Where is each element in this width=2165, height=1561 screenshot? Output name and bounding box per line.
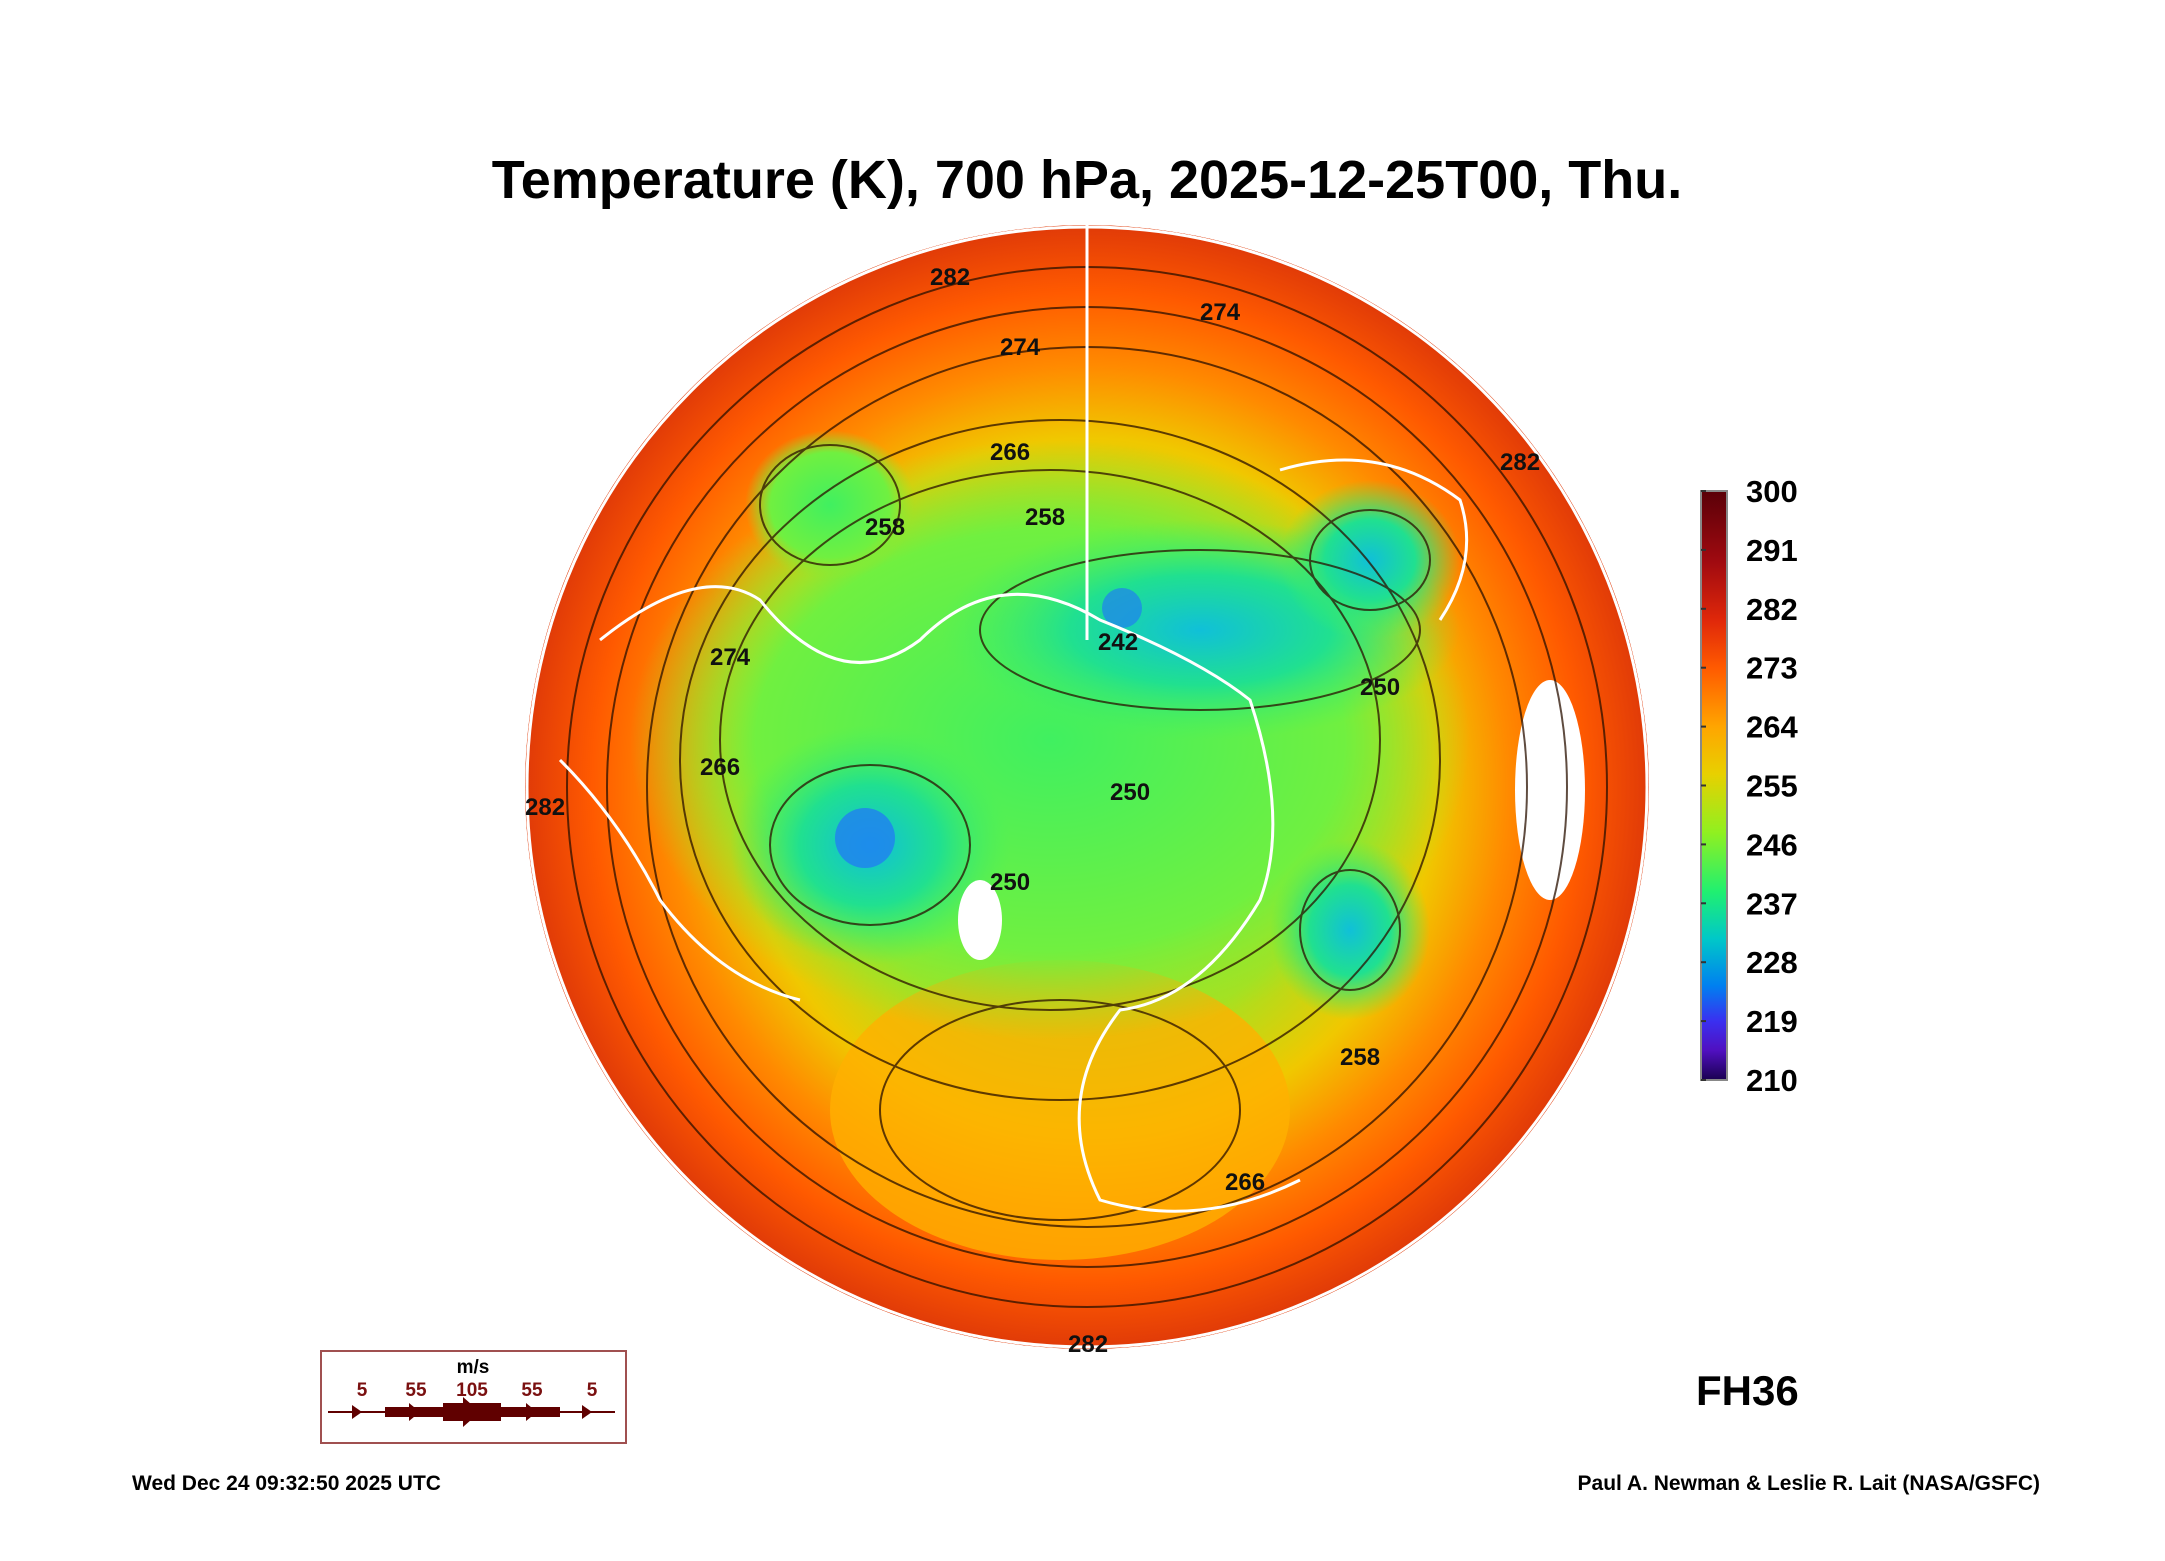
contour-label: 282: [525, 794, 565, 821]
colorbar-tick-label: 291: [1746, 533, 1798, 568]
forecast-hour: FH36: [1696, 1367, 1799, 1414]
contour-label: 250: [990, 869, 1030, 896]
contour-labels: 282 274 274 266 258 258 250 242 250 266 …: [525, 264, 1540, 1358]
contour-label: 274: [1000, 334, 1041, 361]
colorbar-tick-label: 210: [1746, 1063, 1798, 1098]
colorbar-tick-label: 282: [1746, 592, 1798, 627]
wind-legend-label: 5: [587, 1380, 598, 1401]
polar-map: [525, 225, 1649, 1349]
contour-label: 258: [1340, 1044, 1380, 1071]
wind-legend-box: [320, 1350, 627, 1444]
colorbar-tick-label: 255: [1746, 769, 1798, 804]
contour-label: 266: [990, 439, 1030, 466]
contour-label: 250: [1110, 779, 1150, 806]
chart-title: Temperature (K), 700 hPa, 2025-12-25T00,…: [492, 150, 1682, 210]
colorbar-tick-label: 300: [1746, 474, 1798, 509]
colorbar: 300 291 282 273 264 255 246 237 228 219 210: [1700, 474, 1798, 1098]
cold-core: [1102, 588, 1142, 628]
contour-label: 274: [1200, 299, 1241, 326]
wind-legend-label: 55: [521, 1380, 543, 1401]
warm-region: [830, 960, 1290, 1260]
contour-label: 250: [1360, 674, 1400, 701]
contour-label: 242: [1098, 629, 1138, 656]
contour-label: 282: [930, 264, 970, 291]
contour-label: 266: [1225, 1169, 1265, 1196]
colorbar-tick-label: 228: [1746, 945, 1798, 980]
wind-legend-unit: m/s: [457, 1357, 490, 1378]
colorbar-tick-label: 219: [1746, 1004, 1798, 1039]
contour-label: 258: [865, 514, 905, 541]
coastlines: [558, 458, 1469, 1213]
wind-legend-label: 105: [456, 1380, 488, 1401]
contour-label: 282: [1068, 1331, 1108, 1358]
colorbar-tick-label: 273: [1746, 651, 1798, 686]
wind-legend-label: 5: [357, 1380, 368, 1401]
footer-credit: Paul A. Newman & Leslie R. Lait (NASA/GS…: [1578, 1472, 2040, 1495]
contours: [566, 266, 1608, 1308]
wind-legend-label: 55: [405, 1380, 427, 1401]
missing-data: [958, 880, 1002, 960]
green-region: [745, 430, 915, 580]
cold-core: [835, 808, 895, 868]
colorbar-tick-label: 246: [1746, 827, 1798, 862]
cold-region: [1280, 480, 1460, 640]
colorbar-tick-label: 237: [1746, 886, 1798, 921]
footer-timestamp: Wed Dec 24 09:32:50 2025 UTC: [132, 1472, 441, 1495]
cold-region: [1270, 840, 1430, 1020]
contour-label: 258: [1025, 504, 1065, 531]
wind-arrow: [328, 1397, 615, 1427]
contour-label: 266: [700, 754, 740, 781]
contour-label: 274: [710, 644, 751, 671]
contour-label: 282: [1500, 449, 1540, 476]
colorbar-tick-label: 264: [1746, 710, 1798, 745]
missing-data: [1515, 680, 1585, 900]
wind-legend: m/s 5 55 105 55 5: [320, 1350, 627, 1444]
